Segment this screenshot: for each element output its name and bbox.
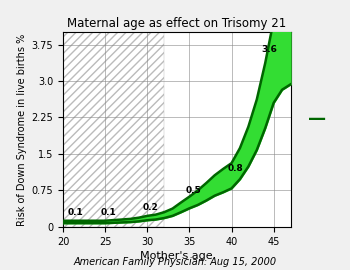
Text: 3.6: 3.6 <box>261 45 277 54</box>
X-axis label: Mother's age: Mother's age <box>140 251 213 261</box>
Bar <box>63 32 164 227</box>
Text: 0.5: 0.5 <box>185 186 201 195</box>
Text: 0.8: 0.8 <box>227 164 243 173</box>
Text: 0.1: 0.1 <box>67 208 83 217</box>
Y-axis label: Risk of Down Syndrome in live births %: Risk of Down Syndrome in live births % <box>18 33 27 226</box>
Text: 0.1: 0.1 <box>101 208 117 217</box>
Title: Maternal age as effect on Trisomy 21: Maternal age as effect on Trisomy 21 <box>67 17 286 30</box>
Text: American Family Physician: Aug 15, 2000: American Family Physician: Aug 15, 2000 <box>74 256 276 266</box>
Text: 0.2: 0.2 <box>143 203 159 212</box>
Text: —: — <box>308 110 326 128</box>
